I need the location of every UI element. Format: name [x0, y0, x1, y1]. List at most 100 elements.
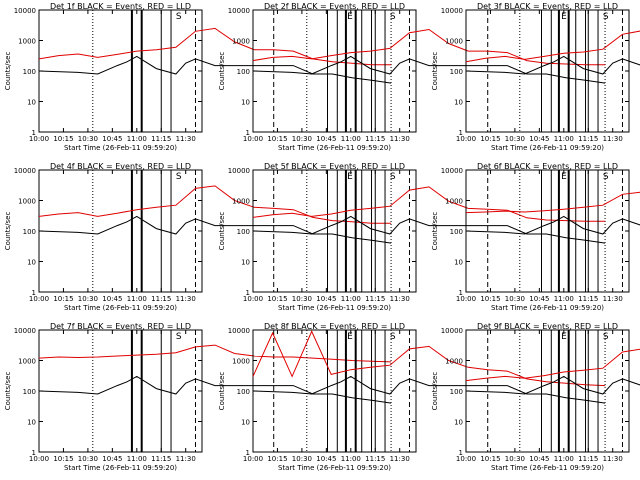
y-axis-label: Counts/sec — [431, 372, 439, 411]
x-tick-label: 11:30 — [390, 135, 410, 143]
x-tick-label: 11:30 — [603, 135, 623, 143]
y-tick-label: 1 — [246, 289, 250, 297]
y-tick-label: 1000 — [18, 358, 36, 366]
y-axis-label: Counts/sec — [218, 52, 226, 91]
y-tick-label: 100 — [450, 228, 463, 236]
series-line-lld — [465, 191, 640, 214]
start-marker-label: S — [390, 172, 396, 182]
chart-title: Det 1f BLACK = Events, RED = LLD — [50, 2, 191, 11]
x-tick-label: 10:45 — [102, 455, 122, 463]
y-tick-label: 10 — [241, 99, 250, 107]
x-tick-label: 11:00 — [341, 135, 361, 143]
chart-panel-6: Det 6f BLACK = Events, RED = LLD 1 10 100 10… — [431, 162, 640, 312]
x-tick-label: 10:00 — [456, 455, 476, 463]
y-axis-label: Counts/sec — [4, 212, 12, 251]
series-line-events — [465, 55, 640, 75]
chart-title: Det 2f BLACK = Events, RED = LLD — [264, 2, 405, 11]
y-tick-label: 10000 — [228, 167, 250, 175]
chart-title: Det 5f BLACK = Events, RED = LLD — [264, 162, 405, 171]
y-tick-label: 100 — [450, 388, 463, 396]
y-tick-label: 100 — [237, 68, 250, 76]
x-tick-label: 11:15 — [365, 135, 385, 143]
series-line-events — [465, 215, 640, 235]
x-tick-label: 11:00 — [127, 135, 147, 143]
x-tick-label: 11:15 — [151, 135, 171, 143]
series-line-lld — [38, 27, 392, 66]
chart-title: Det 6f BLACK = Events, RED = LLD — [477, 162, 618, 171]
x-tick-label: 10:30 — [505, 135, 525, 143]
start-marker-label: S — [176, 172, 182, 182]
x-tick-label: 10:00 — [243, 455, 263, 463]
x-tick-label: 10:45 — [529, 135, 549, 143]
series-line-lld — [252, 28, 606, 66]
start-marker-label: S — [603, 12, 609, 22]
x-tick-label: 11:30 — [603, 295, 623, 303]
x-axis-label: Start Time (26-Feb-11 09:59:20) — [491, 464, 604, 472]
x-tick-label: 10:15 — [480, 135, 500, 143]
x-tick-label: 10:15 — [53, 295, 73, 303]
y-tick-label: 10000 — [14, 7, 36, 15]
y-tick-label: 1000 — [445, 38, 463, 46]
y-tick-label: 10000 — [14, 167, 36, 175]
chart-panel-9: Det 9f BLACK = Events, RED = LLD 1 10 100 10… — [431, 322, 640, 472]
x-tick-label: 11:00 — [127, 455, 147, 463]
chart-title: Det 4f BLACK = Events, RED = LLD — [50, 162, 191, 171]
y-tick-label: 1000 — [445, 198, 463, 206]
plot-frame — [465, 169, 630, 293]
series-line-events — [38, 215, 392, 244]
chart-panel-3: Det 3f BLACK = Events, RED = LLD 1 10 100 10… — [431, 2, 640, 152]
x-tick-label: 11:30 — [176, 295, 196, 303]
end-marker-label: E — [347, 12, 353, 22]
series-line-events — [252, 215, 606, 244]
x-tick-label: 10:45 — [102, 295, 122, 303]
x-tick-label: 11:00 — [127, 295, 147, 303]
y-tick-label: 1000 — [232, 358, 250, 366]
chart-title: Det 9f BLACK = Events, RED = LLD — [477, 322, 618, 331]
y-tick-label: 100 — [23, 388, 36, 396]
y-tick-label: 10 — [27, 419, 36, 427]
y-tick-label: 1000 — [232, 38, 250, 46]
x-tick-label: 11:15 — [578, 455, 598, 463]
x-tick-label: 10:30 — [292, 295, 312, 303]
x-tick-label: 10:00 — [29, 295, 49, 303]
y-tick-label: 100 — [450, 68, 463, 76]
y-tick-label: 10 — [454, 259, 463, 267]
y-tick-label: 100 — [237, 228, 250, 236]
y-axis-label: Counts/sec — [431, 52, 439, 91]
y-tick-label: 1 — [459, 289, 463, 297]
y-tick-label: 1000 — [18, 198, 36, 206]
y-tick-label: 1 — [246, 449, 250, 457]
x-tick-label: 10:45 — [102, 135, 122, 143]
chart-panel-1: Det 1f BLACK = Events, RED = LLD 1 10 100 10… — [4, 2, 392, 152]
x-tick-label: 10:00 — [29, 135, 49, 143]
end-marker-label: E — [561, 172, 567, 182]
chart-title: Det 8f BLACK = Events, RED = LLD — [264, 322, 405, 331]
x-axis-label: Start Time (26-Feb-11 09:59:20) — [278, 464, 391, 472]
x-tick-label: 10:15 — [53, 455, 73, 463]
series-line-events — [38, 375, 392, 404]
x-tick-label: 10:30 — [78, 135, 98, 143]
chart-panel-8: Det 8f BLACK = Events, RED = LLD 1 10 100 10… — [218, 322, 606, 472]
chart-panel-4: Det 4f BLACK = Events, RED = LLD 1 10 100 10… — [4, 162, 392, 312]
x-tick-label: 11:15 — [151, 455, 171, 463]
y-tick-label: 1000 — [232, 198, 250, 206]
end-marker-label: E — [561, 332, 567, 342]
y-tick-label: 10 — [454, 419, 463, 427]
y-tick-label: 10 — [27, 259, 36, 267]
start-marker-label: S — [390, 332, 396, 342]
end-marker-label: E — [561, 12, 567, 22]
y-tick-label: 10000 — [441, 327, 463, 335]
x-tick-label: 11:30 — [390, 295, 410, 303]
x-tick-label: 10:45 — [529, 455, 549, 463]
x-tick-label: 11:00 — [341, 455, 361, 463]
x-tick-label: 11:15 — [578, 135, 598, 143]
plot-frame — [38, 329, 203, 453]
x-tick-label: 10:00 — [243, 295, 263, 303]
y-tick-label: 1 — [32, 129, 36, 137]
y-tick-label: 1 — [32, 449, 36, 457]
y-tick-label: 1000 — [445, 358, 463, 366]
x-axis-label: Start Time (26-Feb-11 09:59:20) — [278, 304, 391, 312]
series-line-lld — [465, 348, 640, 382]
series-line-events — [252, 375, 606, 404]
